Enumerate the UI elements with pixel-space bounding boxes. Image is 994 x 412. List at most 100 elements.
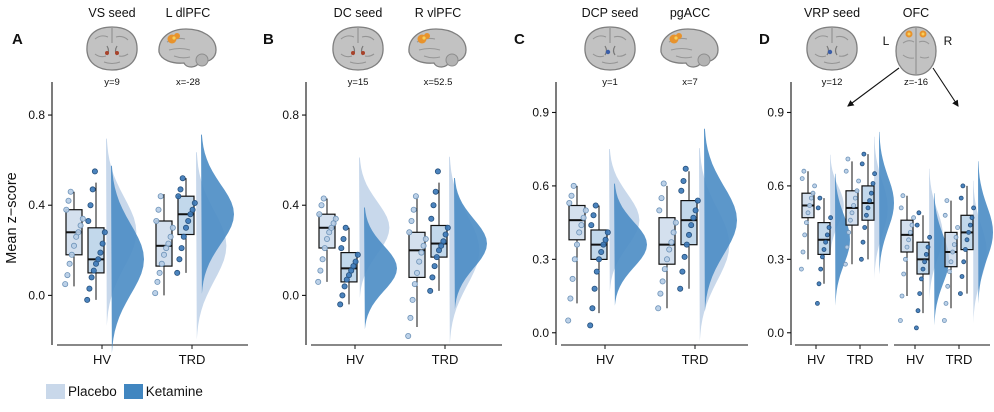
hemisphere-arrow — [847, 67, 900, 107]
points-placebo — [655, 180, 679, 312]
hemisphere-label-left: L — [883, 34, 890, 48]
x-tick-label: HV — [346, 352, 364, 367]
box-ketamine — [916, 241, 930, 275]
x-tick-label: HV — [807, 352, 825, 367]
seed-coord: y=1 — [602, 77, 618, 88]
box-ketamine — [680, 200, 698, 246]
coronal-brain-image — [584, 26, 636, 71]
violin-ketamine — [934, 193, 949, 326]
legend-label-placebo: Placebo — [68, 384, 117, 399]
x-tick-label: TRD — [946, 352, 973, 367]
target-label: L dlPFC — [166, 6, 211, 20]
panel-A: A VS seed L dlPFC y=9 x=-28 0.0 0.4 0.8 HV TRD — [12, 6, 248, 367]
seed-label: VRP seed — [804, 6, 860, 20]
points-ketamine — [958, 183, 976, 297]
y-tick-label: 0.0 — [28, 288, 45, 302]
coronal-brain-image — [332, 26, 384, 71]
points-ketamine — [815, 195, 833, 306]
points-placebo — [565, 182, 589, 324]
seed-coord: y=9 — [104, 77, 120, 88]
target-label: R vlPFC — [415, 6, 462, 20]
y-tick-label: 0.9 — [767, 105, 784, 119]
y-tick-label: 0.0 — [282, 288, 299, 302]
target-coord: x=7 — [682, 77, 698, 88]
x-tick-label: TRD — [847, 352, 874, 367]
sagittal-brain-image — [660, 28, 719, 68]
points-ketamine — [914, 210, 932, 331]
seed-coord: y=12 — [822, 77, 843, 88]
panel-letter: B — [263, 31, 274, 48]
violin-ketamine — [614, 183, 647, 306]
points-ketamine — [427, 168, 451, 294]
points-ketamine — [859, 151, 877, 262]
panel-C: C DCP seed pgACC y=1 x=7 0.0 0.3 0.6 0.9 HV TRD — [514, 6, 748, 367]
violin-ketamine — [835, 173, 850, 306]
points-placebo — [315, 195, 339, 285]
seed-label: DCP seed — [582, 6, 639, 20]
box-ketamine — [817, 222, 831, 256]
y-axis-label: Mean z−score — [4, 172, 20, 263]
x-tick-label: TRD — [179, 352, 206, 367]
panel-B: B DC seed R vlPFC y=15 x=52.5 0.0 0.4 0.8 HV TRD — [263, 6, 502, 367]
points-placebo — [799, 168, 817, 272]
points-placebo — [942, 198, 960, 323]
points-placebo — [152, 193, 176, 297]
box-placebo — [155, 220, 173, 267]
box-placebo — [408, 231, 426, 279]
y-tick-label: 0.8 — [282, 108, 299, 122]
violin-ketamine — [201, 134, 234, 294]
coronal-brain-image — [806, 26, 858, 71]
points-ketamine — [174, 175, 198, 276]
seed-label: DC seed — [334, 6, 383, 20]
points-placebo — [62, 188, 86, 288]
target-label: pgACC — [670, 6, 710, 20]
sagittal-brain-image — [158, 28, 217, 68]
x-tick-label: TRD — [682, 352, 709, 367]
legend-swatch-ketamine — [123, 384, 143, 399]
box-placebo — [658, 217, 676, 265]
y-tick-label: 0.3 — [532, 252, 549, 266]
panel-letter: D — [759, 31, 770, 48]
points-placebo — [898, 193, 916, 323]
points-ketamine — [587, 202, 611, 329]
violin-ketamine — [454, 178, 487, 310]
y-tick-label: 0.8 — [28, 108, 45, 122]
box-placebo — [900, 219, 914, 253]
target-label: OFC — [903, 6, 929, 20]
legend: Placebo Ketamine — [46, 384, 203, 399]
panel-letter: A — [12, 31, 23, 48]
hemisphere-arrow — [932, 67, 959, 107]
target-coord: z=-16 — [904, 77, 928, 88]
y-tick-label: 0.3 — [767, 252, 784, 266]
panel-letter: C — [514, 31, 525, 48]
target-coord: x=-28 — [176, 77, 200, 88]
legend-swatch-placebo — [46, 384, 65, 399]
x-tick-label: HV — [906, 352, 924, 367]
box-placebo — [944, 231, 958, 268]
x-tick-label: TRD — [432, 352, 459, 367]
points-placebo — [843, 156, 861, 267]
points-ketamine — [84, 168, 108, 303]
y-tick-label: 0.4 — [28, 198, 45, 212]
points-ketamine — [677, 165, 701, 292]
sagittal-brain-image — [408, 28, 467, 68]
x-tick-label: HV — [93, 352, 111, 367]
y-tick-label: 0.0 — [532, 326, 549, 340]
violin-ketamine — [704, 128, 737, 312]
box-ketamine — [177, 195, 195, 236]
axial-brain-image — [895, 26, 937, 76]
y-tick-label: 0.4 — [282, 198, 299, 212]
points-placebo — [405, 193, 429, 339]
legend-label-ketamine: Ketamine — [145, 384, 203, 399]
coronal-brain-image — [86, 26, 138, 71]
violin-ketamine — [879, 131, 894, 275]
y-tick-label: 0.6 — [767, 179, 784, 193]
violin-ketamine — [364, 207, 397, 330]
panel-D: D VRP seed OFC y=12 z=-16 0.0 0.3 0.6 0.9 HV TRD HV… — [759, 6, 993, 367]
violin-ketamine — [978, 161, 993, 304]
x-tick-label: HV — [596, 352, 614, 367]
y-tick-label: 0.0 — [767, 326, 784, 340]
target-coord: x=52.5 — [424, 77, 453, 88]
